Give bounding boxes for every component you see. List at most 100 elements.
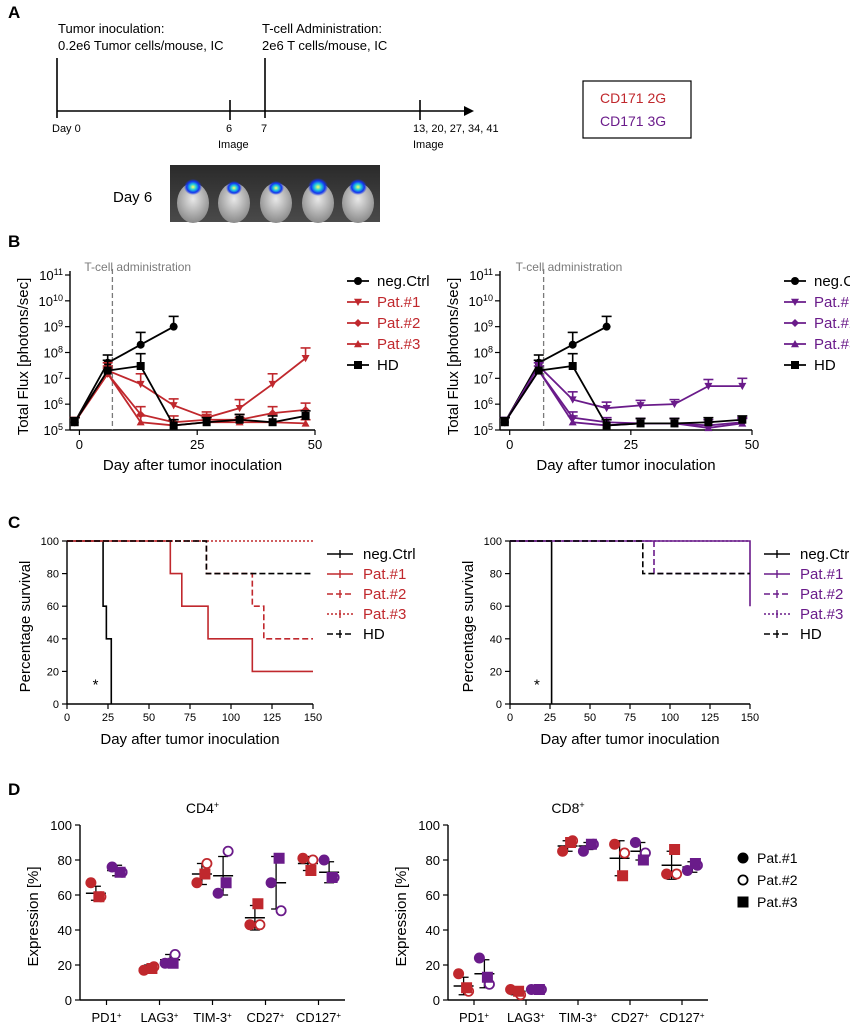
y-tick-label: 80 <box>47 569 59 581</box>
x-tick-label-base: TIM-3 <box>193 1010 227 1025</box>
x-tick-label: PD1+ <box>92 1010 122 1025</box>
data-point <box>704 418 713 427</box>
y-tick-label-exp: 5 <box>488 422 493 432</box>
y-tick-label: 100 <box>41 536 59 548</box>
survival-curve-hd <box>510 540 750 575</box>
point-pat3 <box>326 872 338 883</box>
group-3g <box>212 845 234 899</box>
data-point <box>103 366 112 375</box>
x-tick-label-base: PD1 <box>92 1010 117 1025</box>
point-pat3 <box>167 957 179 969</box>
legend-label: HD <box>814 357 836 374</box>
legend-label: Pat.#1 <box>814 294 850 311</box>
legend-marker <box>354 277 362 285</box>
y-tick-label: 80 <box>426 853 440 868</box>
group-3g <box>106 861 128 878</box>
y-tick-label-exp: 10 <box>53 293 63 303</box>
x-tick-label-base: LAG3 <box>141 1010 174 1025</box>
point-pat3 <box>617 870 629 882</box>
x-tick-label-base: LAG3 <box>507 1010 540 1025</box>
data-point <box>636 402 645 410</box>
y-tick-label-base: 10 <box>44 397 58 412</box>
data-point <box>704 423 713 432</box>
legend-label: HD <box>363 626 385 643</box>
y-tick-label: 0 <box>65 993 72 1008</box>
y-tick-label: 0 <box>496 699 502 711</box>
tcell-administration-label: T-cell administration <box>84 260 191 274</box>
series-hd <box>69 352 311 430</box>
y-tick-label-exp: 9 <box>58 319 63 329</box>
data-point <box>568 362 577 371</box>
y-axis-label: Total Flux [photons/sec] <box>445 278 462 436</box>
x-tick-label: CD127+ <box>659 1010 704 1025</box>
y-tick-label: 100 <box>50 818 72 833</box>
group-2g <box>244 898 266 931</box>
legend-label: neg.Ctrl <box>814 273 850 290</box>
y-tick-label: 100 <box>484 536 502 548</box>
y-tick-label: 60 <box>47 601 59 613</box>
y-tick-label-exp: 5 <box>58 422 63 432</box>
chart-survival-3g: 0 20 40 60 80 100 0 25 50 75 100 125 150 Day after tu… <box>460 536 850 748</box>
patient-legend: Pat.#1 Pat.#2 Pat.#3 <box>737 850 798 910</box>
legend-marker <box>791 298 799 306</box>
y-axis-label: Expression [%] <box>393 866 410 966</box>
legend-label: Pat.#2 <box>757 872 798 888</box>
point-pat3 <box>689 858 701 869</box>
series-line <box>504 365 743 427</box>
group-2g <box>297 852 319 876</box>
x-tick-label: 0 <box>76 437 83 452</box>
y-axis-label: Percentage survival <box>460 561 477 693</box>
x-tick-label-sup: + <box>227 1011 232 1020</box>
point-pat3 <box>273 852 285 864</box>
point-pat3 <box>513 985 525 997</box>
y-tick-label: 1010 <box>39 293 63 309</box>
x-tick-label: 25 <box>544 712 556 724</box>
survival-curve-neg-ctrl <box>67 540 113 704</box>
series-line <box>73 365 306 427</box>
timeline-event2-line1: T-cell Administration: <box>262 21 382 36</box>
point-pat1 <box>318 854 330 866</box>
y-tick-label: 40 <box>490 634 502 646</box>
data-point <box>136 362 145 371</box>
data-point <box>568 418 577 426</box>
point-pat3 <box>199 868 211 880</box>
point-pat1 <box>473 952 485 964</box>
panel-a: A Tumor inoculation: 0.2e6 Tumor cells/m… <box>8 3 692 223</box>
legend-marker <box>791 319 799 327</box>
timeline-tick-sub-1: Image <box>218 139 249 151</box>
point-pat2 <box>307 854 319 866</box>
x-tick-label-sup: + <box>700 1011 705 1020</box>
legend-label: HD <box>800 626 822 643</box>
point-pat3 <box>565 837 577 848</box>
panel-label-b: B <box>8 232 20 251</box>
y-tick-label-base: 10 <box>474 423 488 438</box>
timeline-event1-line1: Tumor inoculation: <box>58 21 164 36</box>
series-line <box>504 325 608 423</box>
y-tick-label: 40 <box>47 634 59 646</box>
survival-curve-pat-2 <box>510 540 750 575</box>
data-point <box>169 402 178 410</box>
point-pat1 <box>297 852 309 864</box>
point-pat2 <box>671 868 683 880</box>
legend-label: Pat.#3 <box>757 894 798 910</box>
y-axis-label: Expression [%] <box>25 866 42 966</box>
x-tick-label: 0 <box>506 437 513 452</box>
timeline-arrow-icon <box>464 106 474 116</box>
x-axis-label: Day after tumor inoculation <box>103 457 282 474</box>
point-pat2 <box>222 845 234 857</box>
car-legend-2g: CD171 2G <box>600 90 666 106</box>
x-tick-label-base: CD27 <box>247 1010 280 1025</box>
y-tick-label: 108 <box>44 345 63 361</box>
point-pat1 <box>244 919 256 931</box>
chart-title: CD4+ <box>186 800 219 816</box>
legend-marker <box>354 340 362 348</box>
point-pat3 <box>533 984 545 995</box>
y-axis-label: Total Flux [photons/sec] <box>15 278 32 436</box>
x-tick-label: 0 <box>64 712 70 724</box>
series-hd <box>499 352 748 430</box>
data-point <box>568 396 577 404</box>
x-tick-label-sup: + <box>336 1011 341 1020</box>
y-tick-label-base: 10 <box>469 268 483 283</box>
